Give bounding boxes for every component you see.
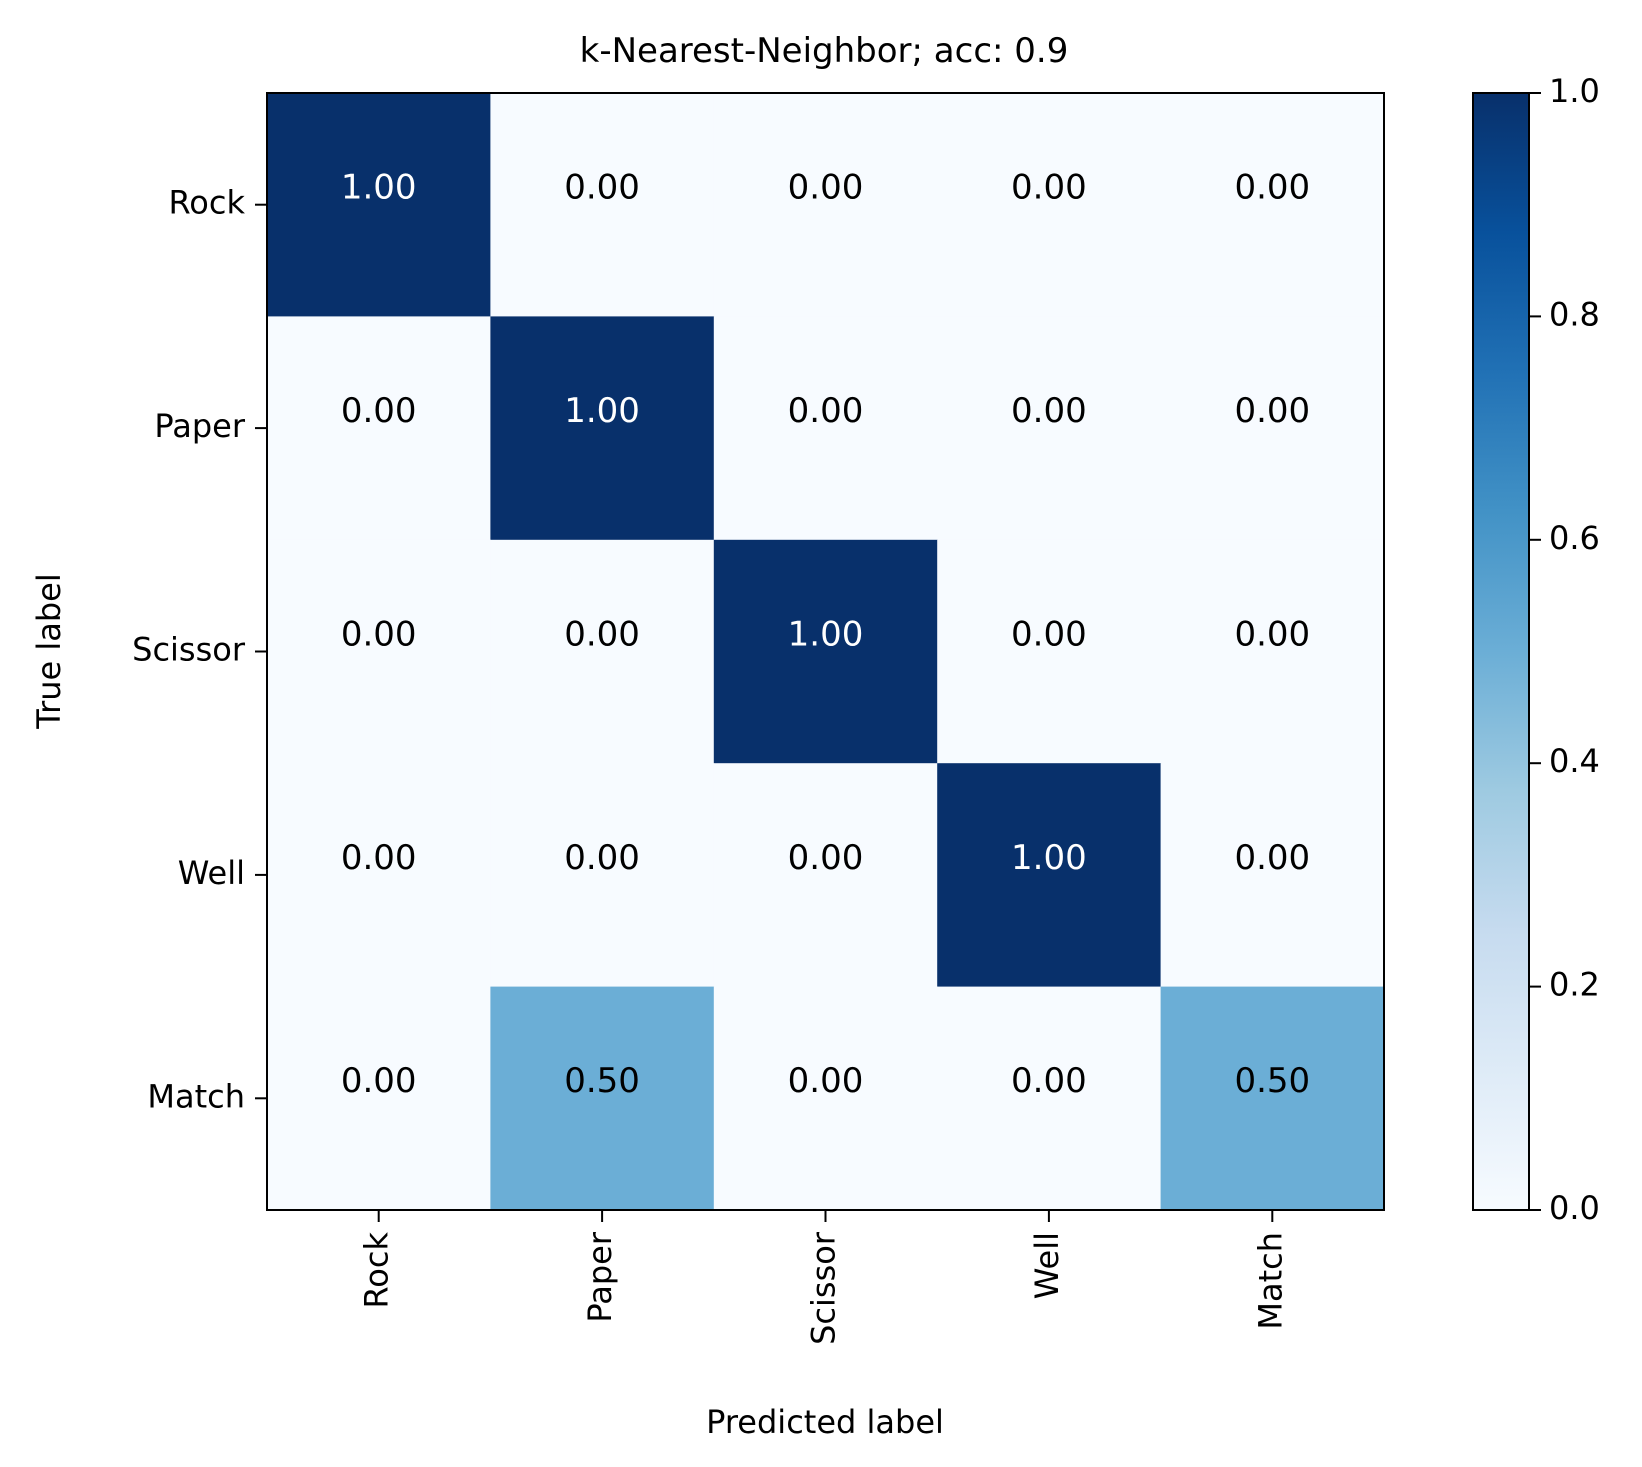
heatmap-cell bbox=[713, 986, 938, 1211]
heatmap-cell bbox=[937, 763, 1162, 988]
heatmap-cell bbox=[267, 539, 491, 764]
heatmap-cell bbox=[490, 316, 715, 541]
cell-value-label: 0.00 bbox=[788, 1061, 864, 1101]
cell-value-label: 0.00 bbox=[1011, 168, 1087, 208]
x-tick-label: Rock bbox=[358, 1232, 396, 1309]
heatmap-cell bbox=[267, 316, 491, 541]
colorbar-tick-label: 1.0 bbox=[1549, 72, 1600, 110]
cell-value-label: 0.00 bbox=[1234, 838, 1310, 878]
colorbar-ticks: 0.0 0.2 0.4 0.6 0.8 1.0 bbox=[1529, 72, 1600, 1227]
x-axis-ticks: Rock Paper Scissor Well Match bbox=[358, 1210, 1289, 1345]
cell-value-label: 0.00 bbox=[788, 838, 864, 878]
heatmap-cell bbox=[267, 763, 491, 988]
chart-title: k-Nearest-Neighbor; acc: 0.9 bbox=[580, 31, 1069, 71]
heatmap-cell bbox=[937, 93, 1162, 317]
heatmap-cell bbox=[713, 93, 938, 317]
x-tick-label: Paper bbox=[581, 1231, 619, 1322]
cell-value-label: 0.00 bbox=[341, 391, 417, 431]
cell-value-label: 0.50 bbox=[1234, 1061, 1310, 1101]
cell-value-label: 0.00 bbox=[1011, 1061, 1087, 1101]
heatmap-cell-labels: 1.00 0.00 0.00 0.00 0.00 0.00 1.00 0.00 0.00 0.00… bbox=[341, 168, 1310, 1102]
colorbar-tick-label: 0.0 bbox=[1549, 1189, 1600, 1227]
cell-value-label: 0.00 bbox=[1011, 614, 1087, 654]
x-axis-label: Predicted label bbox=[706, 1403, 944, 1441]
cell-value-label: 0.00 bbox=[1234, 614, 1310, 654]
cell-value-label: 1.00 bbox=[341, 168, 417, 208]
heatmap-cell bbox=[490, 539, 715, 764]
y-axis-label: True label bbox=[30, 573, 68, 730]
heatmap-cell bbox=[1160, 93, 1385, 317]
cell-value-label: 0.00 bbox=[1234, 391, 1310, 431]
cell-value-label: 0.50 bbox=[564, 1061, 640, 1101]
cell-value-label: 1.00 bbox=[788, 614, 864, 654]
y-tick-label: Paper bbox=[154, 407, 245, 445]
heatmap-cells bbox=[267, 93, 1385, 1211]
heatmap-cell bbox=[267, 93, 491, 317]
cell-value-label: 0.00 bbox=[564, 838, 640, 878]
heatmap-cell bbox=[1160, 763, 1385, 988]
cell-value-label: 1.00 bbox=[1011, 838, 1087, 878]
heatmap-cell bbox=[1160, 316, 1385, 541]
colorbar-tick-label: 0.8 bbox=[1549, 295, 1600, 333]
y-tick-label: Match bbox=[147, 1077, 245, 1115]
heatmap-cell bbox=[1160, 986, 1385, 1211]
colorbar-tick-label: 0.6 bbox=[1549, 519, 1600, 557]
x-tick-label: Scissor bbox=[805, 1231, 843, 1345]
cell-value-label: 0.00 bbox=[1234, 168, 1310, 208]
y-axis-ticks: Rock Paper Scissor Well Match bbox=[132, 184, 267, 1115]
heatmap-cell bbox=[713, 316, 938, 541]
heatmap-cell bbox=[490, 93, 715, 317]
heatmap-cell bbox=[937, 539, 1162, 764]
heatmap-cell bbox=[267, 986, 491, 1211]
colorbar bbox=[1472, 92, 1530, 1211]
y-tick-label: Well bbox=[178, 854, 245, 892]
colorbar-tick-label: 0.2 bbox=[1549, 966, 1600, 1004]
heatmap-cell bbox=[937, 986, 1162, 1211]
x-tick-label: Well bbox=[1028, 1232, 1066, 1299]
x-tick-label: Match bbox=[1251, 1232, 1289, 1330]
heatmap-cell bbox=[490, 763, 715, 988]
heatmap-cell bbox=[937, 316, 1162, 541]
colorbar-tick-label: 0.4 bbox=[1549, 742, 1600, 780]
cell-value-label: 0.00 bbox=[341, 614, 417, 654]
cell-value-label: 0.00 bbox=[341, 1061, 417, 1101]
cell-value-label: 1.00 bbox=[564, 391, 640, 431]
y-tick-label: Scissor bbox=[132, 631, 246, 669]
y-tick-label: Rock bbox=[169, 184, 246, 222]
cell-value-label: 0.00 bbox=[1011, 391, 1087, 431]
heatmap-cell bbox=[1160, 539, 1385, 764]
heatmap-cell bbox=[713, 539, 938, 764]
cell-value-label: 0.00 bbox=[788, 391, 864, 431]
cell-value-label: 0.00 bbox=[341, 838, 417, 878]
heatmap-cell bbox=[713, 763, 938, 988]
cell-value-label: 0.00 bbox=[564, 168, 640, 208]
cell-value-label: 0.00 bbox=[788, 168, 864, 208]
cell-value-label: 0.00 bbox=[564, 614, 640, 654]
heatmap-cell bbox=[490, 986, 715, 1211]
